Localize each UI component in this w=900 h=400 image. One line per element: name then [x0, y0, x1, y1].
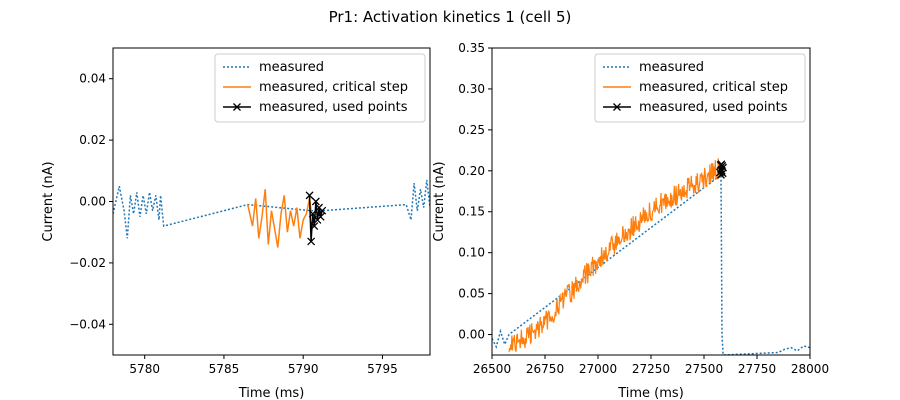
legend: measured measured, critical step measured,… [214, 53, 426, 123]
y-tick-label: 0.20 [458, 164, 485, 178]
legend-label: measured, critical step [639, 80, 788, 95]
plot-area [492, 158, 810, 355]
data-point-marker [310, 222, 319, 231]
right-chart-panel: 26500 26750 27000 27250 27500 27750 28000 0.00 0… [432, 41, 829, 400]
y-tick-label: 0.10 [458, 246, 485, 260]
legend-label: measured, used points [639, 100, 788, 115]
legend-label: measured [259, 60, 324, 75]
y-tick-label: 0.00 [458, 328, 485, 342]
data-point-marker [305, 191, 314, 200]
y-tick-label: 0.35 [458, 41, 485, 55]
plot-area [113, 179, 430, 248]
legend-marker [613, 103, 621, 111]
y-tick-label: −0.04 [69, 317, 106, 331]
series-line-measured [113, 179, 430, 239]
y-axis-label: Current (nA) [432, 161, 447, 241]
x-tick-label: 5790 [288, 362, 319, 376]
data-point-marker [311, 197, 320, 206]
x-tick-label: 26750 [526, 362, 564, 376]
x-axis-label: Time (ms) [238, 386, 305, 400]
series-line-measured-critical-step [508, 158, 723, 353]
y-tick-label: 0.04 [79, 72, 106, 86]
x-tick-label: 26500 [473, 362, 511, 376]
legend-label: measured [639, 60, 704, 75]
x-tick-label: 27500 [685, 362, 723, 376]
y-tick-label: 0.25 [458, 123, 485, 137]
figure-title: Pr1: Activation kinetics 1 (cell 5) [329, 8, 572, 26]
x-tick-label: 5795 [367, 362, 398, 376]
x-tick-label: 5780 [129, 362, 160, 376]
x-tick-label: 5785 [209, 362, 240, 376]
data-point-marker [307, 237, 316, 246]
data-point-marker [308, 209, 317, 218]
series-line-measured-critical-step [246, 189, 312, 248]
y-tick-label: 0.02 [79, 133, 106, 147]
legend-box [594, 53, 806, 123]
x-tick-label: 27750 [738, 362, 776, 376]
x-tick-label: 28000 [791, 362, 829, 376]
x-axis-label: Time (ms) [617, 386, 684, 400]
x-tick-label: 27250 [632, 362, 670, 376]
y-tick-label: 0.30 [458, 82, 485, 96]
y-tick-label: 0.15 [458, 205, 485, 219]
legend-label: measured, critical step [259, 80, 408, 95]
legend-marker [233, 103, 241, 111]
y-tick-label: 0.00 [79, 195, 106, 209]
y-tick-label: 0.05 [458, 287, 485, 301]
data-point-marker [318, 206, 327, 215]
y-tick-label: −0.02 [69, 256, 106, 270]
legend: measured measured, critical step measured,… [594, 53, 806, 123]
left-chart-panel: 5780 5785 5790 5795 −0.04 −0.02 0.00 0.02 0.04 Ti… [41, 47, 431, 400]
x-tick-label: 27000 [579, 362, 617, 376]
data-point-marker [719, 163, 728, 172]
data-point-marker [316, 212, 325, 221]
legend-box [214, 53, 426, 123]
y-axis-label: Current (nA) [41, 161, 56, 241]
series-line-measured [492, 173, 810, 355]
legend-label: measured, used points [259, 100, 408, 115]
